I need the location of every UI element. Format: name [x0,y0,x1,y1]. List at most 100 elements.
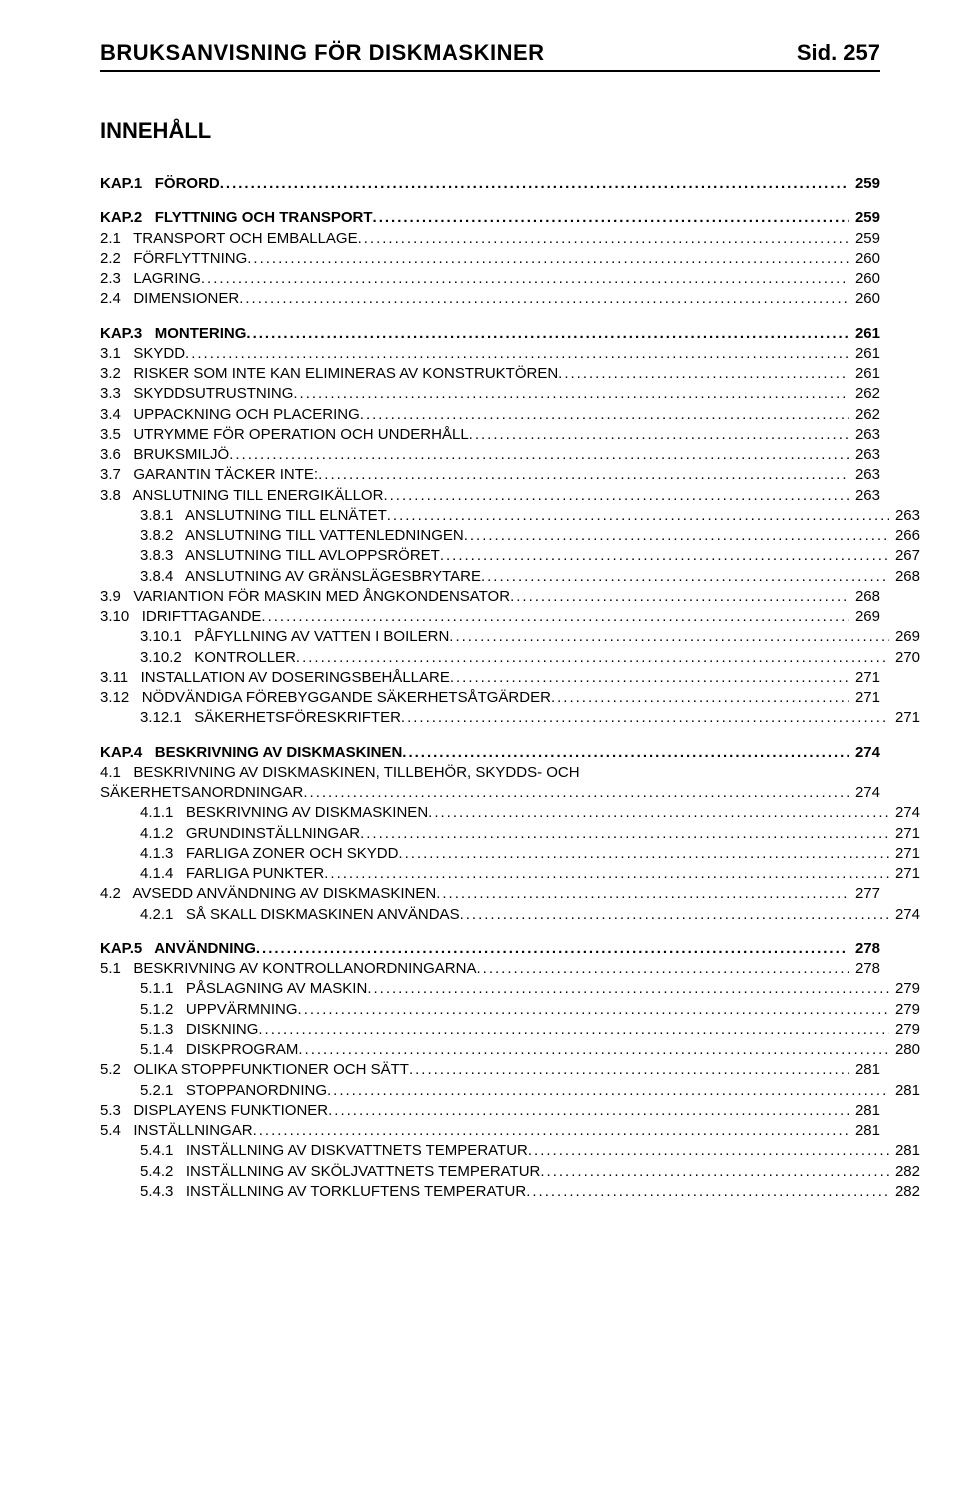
toc-entry-label: 3.1 SKYDD [100,344,185,364]
toc-entry: 3.10.1 PÅFYLLNING AV VATTEN I BOILERN...… [100,627,920,647]
toc-entry-label: KAP.5 ANVÄNDNING [100,939,256,959]
toc-entry-label: 3.8.1 ANSLUTNING TILL ELNÄTET [140,506,387,526]
toc-entry-page: 274 [849,783,880,803]
toc-entry-label: 4.2 AVSEDD ANVÄNDNING AV DISKMASKINEN [100,884,436,904]
toc-leader-dots: ........................................… [358,229,849,249]
toc-entry: 5.2.1 STOPPANORDNING....................… [100,1081,920,1101]
toc-entry: 5.4.2 INSTÄLLNING AV SKÖLJVATTNETS TEMPE… [100,1162,920,1182]
manual-title: BRUKSANVISNING FÖR DISKMASKINER [100,40,545,66]
table-of-contents: KAP.1 FÖRORD............................… [100,174,880,1202]
toc-entry: 3.5 UTRYMME FÖR OPERATION OCH UNDERHÅLL.… [100,425,880,445]
toc-entry-label: 3.8.4 ANSLUTNING AV GRÄNSLÄGESBRYTARE [140,567,481,587]
toc-leader-dots: ........................................… [298,1040,889,1060]
toc-entry-label: KAP.1 FÖRORD [100,174,220,194]
toc-entry-label: 3.6 BRUKSMILJÖ [100,445,229,465]
toc-entry-label: 4.1.4 FARLIGA PUNKTER [140,864,324,884]
toc-entry-label: 5.1.1 PÅSLAGNING AV MASKIN [140,979,367,999]
toc-leader-dots: ........................................… [401,708,889,728]
toc-entry-page: 260 [849,269,880,289]
toc-entry-label: 3.8.2 ANSLUTNING TILL VATTENLEDNINGEN [140,526,464,546]
toc-entry-label: 3.3 SKYDDSUTRUSTNING [100,384,293,404]
toc-entry: 4.1.3 FARLIGA ZONER OCH SKYDD...........… [100,844,920,864]
toc-entry-page: 274 [889,803,920,823]
toc-entry-page: 274 [849,743,880,763]
toc-leader-dots: ........................................… [303,783,849,803]
toc-entry: 4.2 AVSEDD ANVÄNDNING AV DISKMASKINEN...… [100,884,880,904]
toc-entry: 3.12 NÖDVÄNDIGA FÖREBYGGANDE SÄKERHETSÅT… [100,688,880,708]
toc-entry-label: 2.3 LAGRING [100,269,201,289]
toc-entry: 5.1.2 UPPVÄRMNING.......................… [100,1000,920,1020]
toc-entry-label: 3.12.1 SÄKERHETSFÖRESKRIFTER [140,708,401,728]
toc-entry-page: 262 [849,405,880,425]
toc-entry-page: 278 [849,939,880,959]
toc-entry-label: 4.1 BESKRIVNING AV DISKMASKINEN, TILLBEH… [100,763,580,783]
toc-entry-label: 3.8.3 ANSLUTNING TILL AVLOPPSRÖRET [140,546,440,566]
toc-entry: 3.9 VARIANTION FÖR MASKIN MED ÅNGKONDENS… [100,587,880,607]
toc-entry-label: 4.2.1 SÅ SKALL DISKMASKINEN ANVÄNDAS [140,905,460,925]
toc-entry-page: 279 [889,979,920,999]
toc-entry-label: 3.10.2 KONTROLLER [140,648,296,668]
toc-leader-dots: ........................................… [402,743,849,763]
toc-entry-page: 274 [889,905,920,925]
toc-entry-label: 5.1.2 UPPVÄRMNING [140,1000,298,1020]
toc-entry-page: 259 [849,229,880,249]
toc-entry: 5.1 BESKRIVNING AV KONTROLLANORDNINGARNA… [100,959,880,979]
toc-entry: 3.2 RISKER SOM INTE KAN ELIMINERAS AV KO… [100,364,880,384]
toc-entry: 2.3 LAGRING.............................… [100,269,880,289]
toc-entry-label: 5.3 DISPLAYENS FUNKTIONER [100,1101,328,1121]
toc-entry-page: 270 [889,648,920,668]
toc-entry-page: 280 [889,1040,920,1060]
toc-entry-page: 279 [889,1000,920,1020]
toc-entry: 3.10 IDRIFTTAGANDE......................… [100,607,880,627]
toc-entry: 4.1 BESKRIVNING AV DISKMASKINEN, TILLBEH… [100,763,880,783]
toc-leader-dots: ........................................… [540,1162,889,1182]
toc-leader-dots: ........................................… [318,465,849,485]
toc-entry-page: 262 [849,384,880,404]
toc-entry-page: 271 [889,844,920,864]
toc-entry-page: 282 [889,1182,920,1202]
toc-leader-dots: ........................................… [229,445,849,465]
toc-leader-dots: ........................................… [469,425,849,445]
toc-entry-page: 267 [889,546,920,566]
toc-entry-label: 2.4 DIMENSIONER [100,289,239,309]
toc-heading: INNEHÅLL [100,118,880,144]
toc-leader-dots: ........................................… [449,627,889,647]
toc-entry-label: 2.2 FÖRFLYTTNING [100,249,247,269]
toc-entry-page: 271 [889,824,920,844]
toc-entry-label: 3.7 GARANTIN TÄCKER INTE: [100,465,318,485]
toc-entry: 4.1.2 GRUNDINSTÄLLNINGAR................… [100,824,920,844]
toc-entry: KAP.1 FÖRORD............................… [100,174,880,194]
toc-entry-page: 263 [889,506,920,526]
toc-entry-page: 271 [849,688,880,708]
toc-leader-dots: ........................................… [296,648,889,668]
toc-entry-page: 281 [849,1101,880,1121]
toc-entry-label: 3.12 NÖDVÄNDIGA FÖREBYGGANDE SÄKERHETSÅT… [100,688,551,708]
toc-entry-label: 3.9 VARIANTION FÖR MASKIN MED ÅNGKONDENS… [100,587,510,607]
toc-entry-label: 5.1 BESKRIVNING AV KONTROLLANORDNINGARNA [100,959,476,979]
toc-entry: KAP.4 BESKRIVNING AV DISKMASKINEN.......… [100,743,880,763]
toc-entry: 3.8.2 ANSLUTNING TILL VATTENLEDNINGEN...… [100,526,920,546]
toc-leader-dots: ........................................… [360,824,889,844]
toc-entry: KAP.5 ANVÄNDNING........................… [100,939,880,959]
toc-entry-label: 5.2.1 STOPPANORDNING [140,1081,327,1101]
toc-entry-page: 259 [849,208,880,228]
toc-leader-dots: ........................................… [261,607,849,627]
toc-entry: 4.2.1 SÅ SKALL DISKMASKINEN ANVÄNDAS....… [100,905,920,925]
toc-entry-page: 282 [889,1162,920,1182]
page-number-label: Sid. 257 [797,40,880,66]
toc-entry: 3.4 UPPACKNING OCH PLACERING............… [100,405,880,425]
toc-leader-dots: ........................................… [528,1141,889,1161]
toc-entry: 3.11 INSTALLATION AV DOSERINGSBEHÅLLARE.… [100,668,880,688]
toc-entry: 5.4.1 INSTÄLLNING AV DISKVATTNETS TEMPER… [100,1141,920,1161]
toc-entry-page: 260 [849,249,880,269]
toc-entry: 3.12.1 SÄKERHETSFÖRESKRIFTER............… [100,708,920,728]
toc-entry: 3.3 SKYDDSUTRUSTNING....................… [100,384,880,404]
toc-entry-label: 5.4 INSTÄLLNINGAR [100,1121,253,1141]
toc-entry: 3.8.3 ANSLUTNING TILL AVLOPPSRÖRET......… [100,546,920,566]
toc-leader-dots: ........................................… [373,208,849,228]
toc-entry-label: 5.4.1 INSTÄLLNING AV DISKVATTNETS TEMPER… [140,1141,528,1161]
toc-leader-dots: ........................................… [247,249,849,269]
toc-entry: 3.1 SKYDD...............................… [100,344,880,364]
toc-entry-page: 279 [889,1020,920,1040]
toc-entry-label: 3.10.1 PÅFYLLNING AV VATTEN I BOILERN [140,627,449,647]
